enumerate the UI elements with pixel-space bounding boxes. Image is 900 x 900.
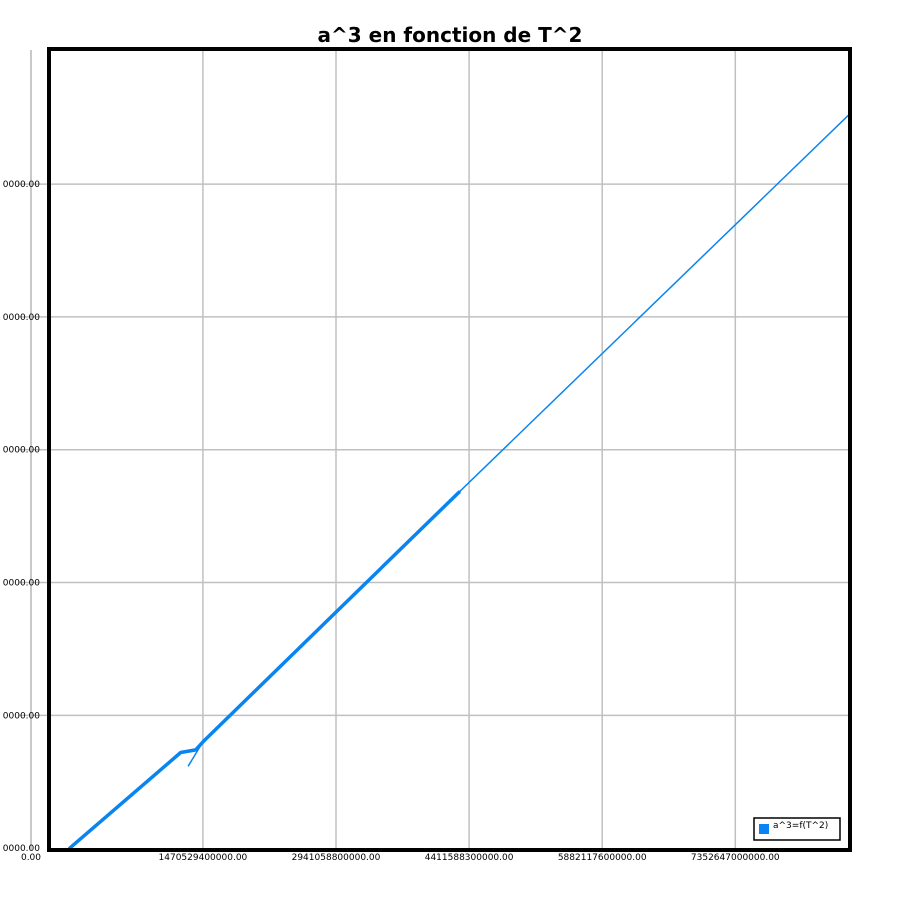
frame-layer xyxy=(47,47,852,852)
x-tick-label: 4411588300000.00 xyxy=(425,853,514,863)
legend: a^3=f(T^2) xyxy=(753,817,841,841)
x-tick-label: 2941058800000.00 xyxy=(292,853,381,863)
chart-title: a^3 en fonction de T^2 xyxy=(317,23,583,47)
series-line xyxy=(68,490,461,850)
y-tick-label: 0000.00 xyxy=(3,313,40,323)
tick-layer: 0.00 1470529400000.00 2941058800000.00 4411… xyxy=(3,180,780,863)
x-tick-label: 5882117600000.00 xyxy=(558,853,647,863)
x-tick-label: 7352647000000.00 xyxy=(691,853,780,863)
y-tick-label: 0000.00 xyxy=(3,180,40,190)
legend-box xyxy=(753,817,841,841)
series-layer xyxy=(68,112,851,850)
y-tick-label: 0000.00 xyxy=(3,579,40,589)
series-line xyxy=(187,741,204,767)
y-tick-label: 0000.00 xyxy=(3,446,40,456)
series-line xyxy=(458,112,851,493)
x-tick-label: 1470529400000.00 xyxy=(159,853,248,863)
grid-layer xyxy=(18,49,850,850)
plot-frame xyxy=(47,47,852,852)
legend-swatch xyxy=(759,824,769,834)
y-tick-label: 0000.00 xyxy=(3,844,40,854)
x-tick-label: 0.00 xyxy=(21,853,41,863)
legend-label: a^3=f(T^2) xyxy=(773,821,828,831)
y-tick-label: 0000.00 xyxy=(3,711,40,721)
